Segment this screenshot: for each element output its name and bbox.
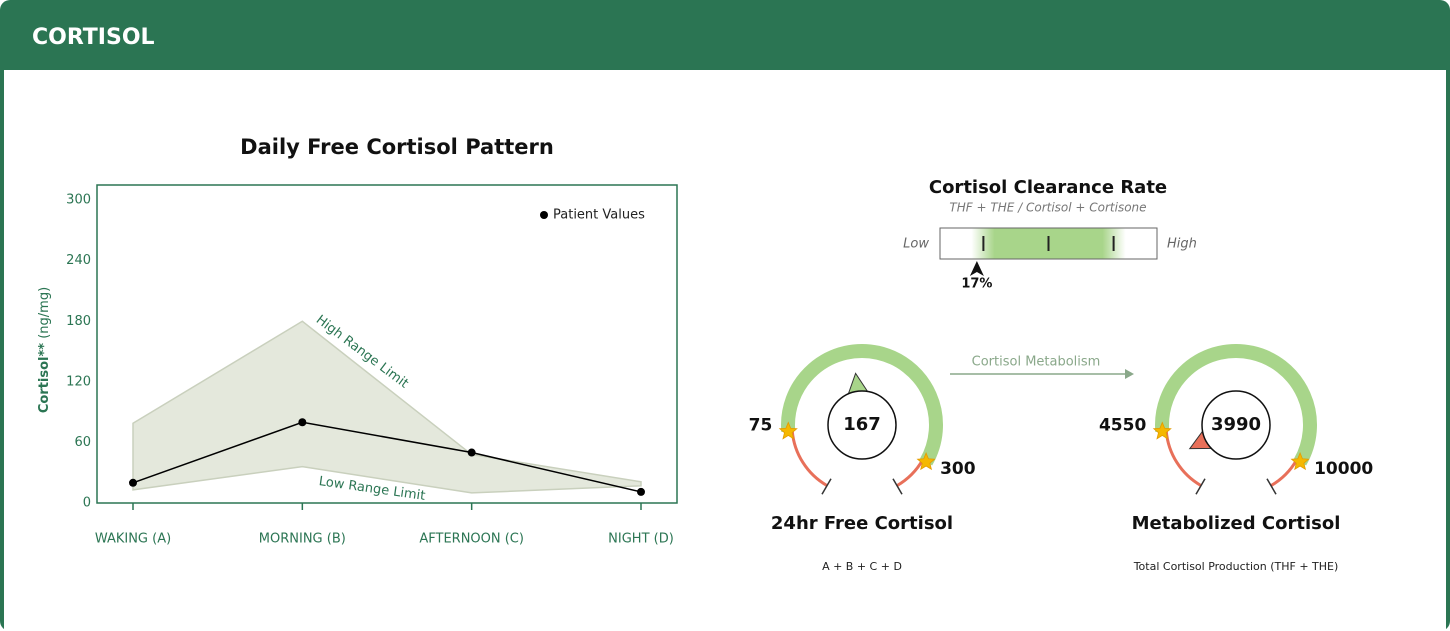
bar-frame	[939, 227, 1158, 260]
y-tick-label: 60	[74, 435, 91, 450]
high-label: High	[1167, 237, 1197, 252]
y-tick-label: 120	[66, 374, 91, 389]
value-text: 3990	[1211, 414, 1261, 435]
range-star	[778, 421, 798, 440]
clearance-subtitle: THF + THE / Cortisol + Cortisone	[949, 201, 1146, 215]
chart-title: Daily Free Cortisol Pattern	[240, 135, 554, 159]
gauge-subtitle: Total Cortisol Production (THF + THE)	[1133, 560, 1339, 573]
legend-marker	[540, 211, 548, 219]
gauge-title: Metabolized Cortisol	[1132, 513, 1341, 534]
patient-point	[467, 448, 476, 457]
x-tick-label: WAKING (A)	[95, 532, 171, 547]
range-low-label: 4550	[1099, 415, 1146, 435]
x-tick-label: NIGHT (D)	[608, 532, 674, 547]
range-high-label: 300	[940, 459, 976, 479]
y-tick-label: 300	[66, 193, 91, 208]
gauge-end-tick	[1266, 478, 1277, 495]
clearance-title: Cortisol Clearance Rate	[929, 177, 1167, 198]
patient-line	[132, 421, 642, 493]
patient-point	[129, 478, 137, 487]
low-label: Low	[903, 237, 929, 252]
range-star	[1290, 451, 1310, 471]
gauge-end-tick	[892, 478, 903, 495]
value-text: 167	[843, 414, 881, 435]
gauge-title: 24hr Free Cortisol	[771, 513, 953, 534]
legend-label: Patient Values	[553, 208, 645, 223]
gauge-subtitle: A + B + C + D	[822, 560, 902, 573]
range-star	[1152, 421, 1172, 440]
value-marker	[969, 261, 984, 276]
y-label: Cortisol**	[37, 343, 52, 413]
y-tick-label: 180	[66, 314, 91, 329]
optimal-arc	[1155, 344, 1317, 466]
y-axis-label: Cortisol** (ng/mg)	[37, 287, 52, 413]
range-star	[916, 451, 936, 471]
range-low-label: 75	[749, 415, 773, 435]
header-title: CORTISOL	[32, 25, 155, 50]
value-dial	[1201, 390, 1271, 460]
optimal-arc	[781, 344, 943, 466]
value-label: 17%	[961, 277, 992, 292]
y-tick-label: 240	[66, 253, 91, 268]
x-tick-label: AFTERNOON (C)	[419, 532, 524, 547]
range-high-label: 10000	[1314, 459, 1373, 479]
patient-point	[637, 487, 645, 496]
patient-point	[298, 418, 307, 427]
x-tick-label: MORNING (B)	[259, 532, 346, 547]
reference-range-band	[132, 320, 642, 494]
y-tick-label: 0	[83, 496, 91, 511]
flow-label: Cortisol Metabolism	[972, 355, 1101, 370]
plot-frame	[96, 184, 678, 504]
gauge-end-tick	[1195, 478, 1206, 495]
flow-arrowhead	[1125, 369, 1134, 379]
y-unit: (ng/mg)	[37, 287, 52, 339]
value-dial	[827, 390, 897, 460]
gauge-end-tick	[821, 478, 832, 495]
